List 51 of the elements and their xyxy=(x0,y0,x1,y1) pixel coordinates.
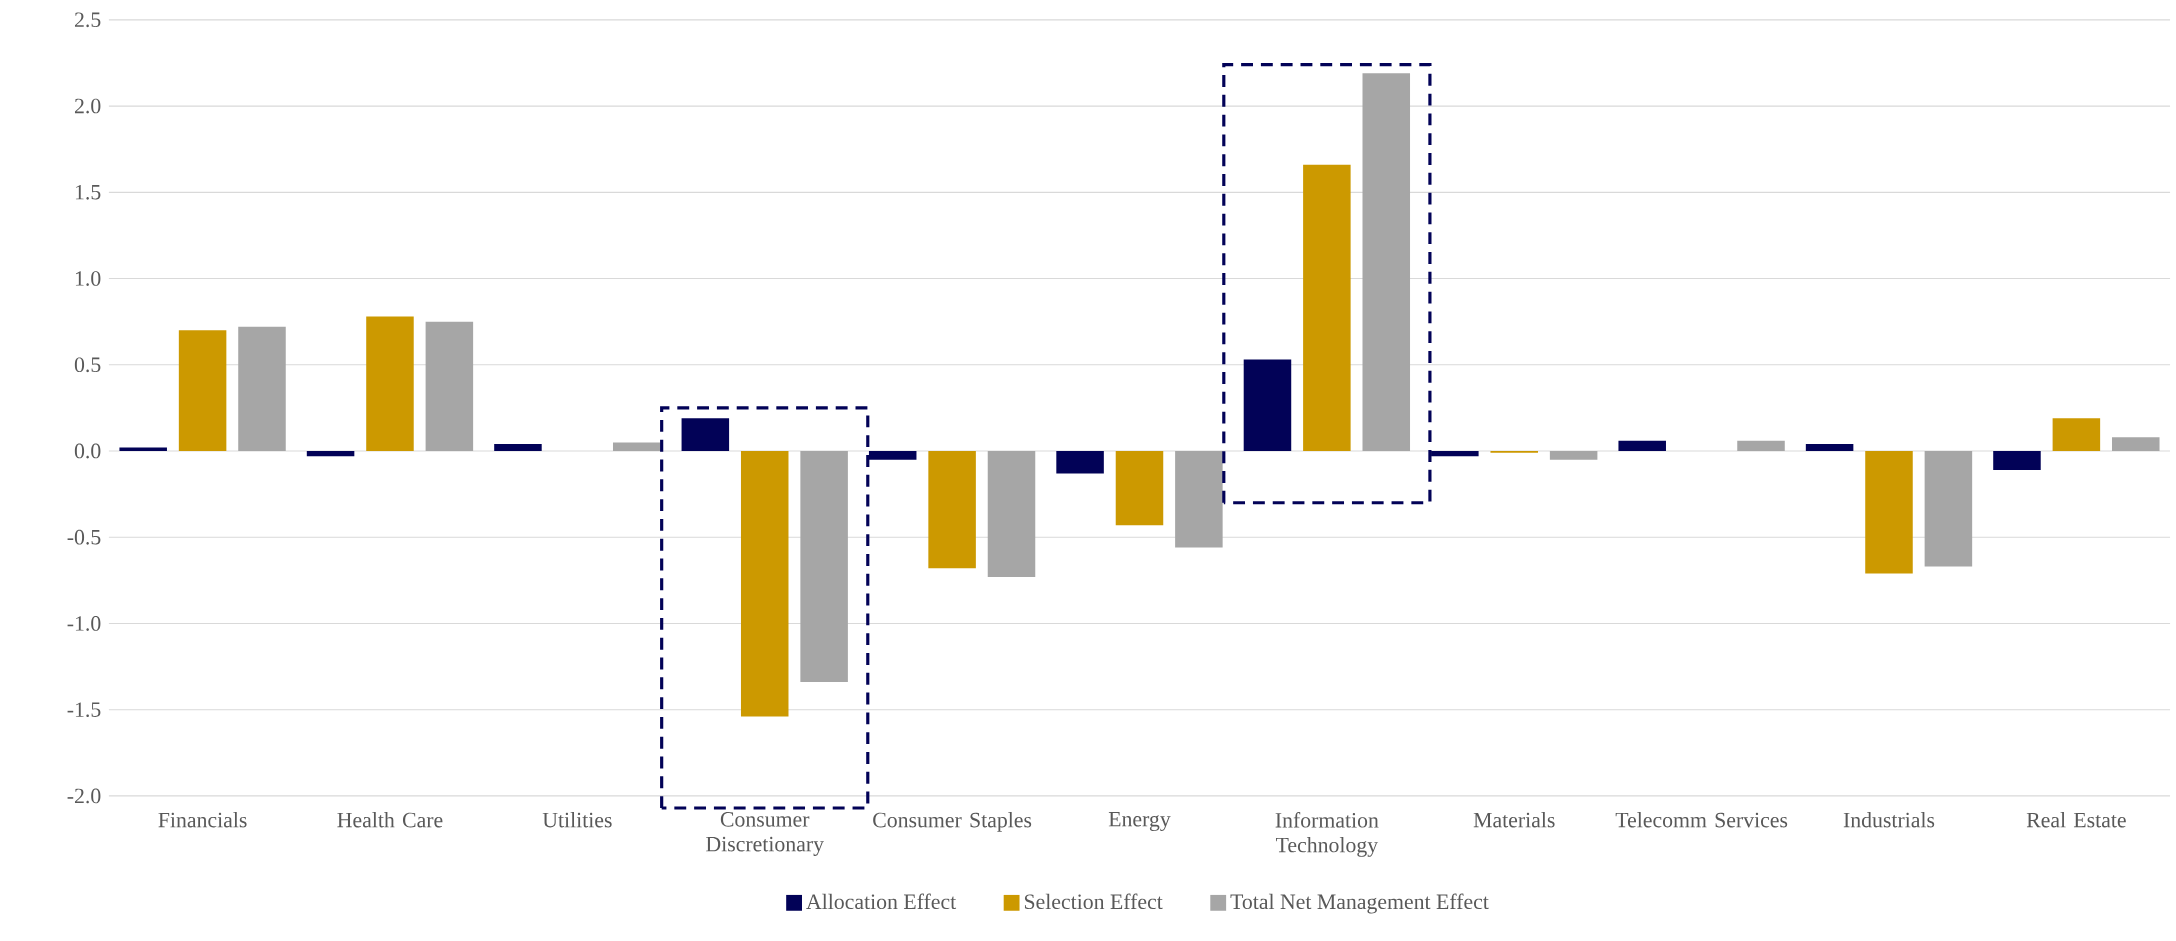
bar xyxy=(612,442,661,452)
bar xyxy=(494,444,542,452)
x-tick-label: Financials xyxy=(158,812,247,828)
y-tick-label: 2.0 xyxy=(74,98,101,114)
x-tick-label: Health Care xyxy=(337,812,443,828)
bar xyxy=(1549,451,1598,460)
y-tick-label: -1.0 xyxy=(67,616,101,632)
bar xyxy=(1805,444,1854,452)
y-tick-label: -2.0 xyxy=(67,788,101,804)
x-tick-label: Industrials xyxy=(1843,812,1935,828)
y-tick-label: 2.5 xyxy=(74,12,101,28)
bar xyxy=(1056,451,1104,474)
y-tick-label: 1.0 xyxy=(75,271,101,287)
bar xyxy=(1618,440,1666,452)
x-tick-label: Telecomm Services xyxy=(1615,812,1788,828)
bar xyxy=(1865,451,1913,574)
bar xyxy=(2112,437,2160,452)
legend-label: Total Net Management Effect xyxy=(1230,893,1489,914)
bar xyxy=(681,418,730,452)
bar xyxy=(306,451,355,457)
y-tick-label: -0.5 xyxy=(67,530,101,545)
bar xyxy=(928,451,976,569)
y-tick-label: -1.5 xyxy=(67,702,101,718)
x-tick-label: Information Technology xyxy=(1275,812,1379,858)
bar xyxy=(1115,451,1164,526)
bar xyxy=(740,451,789,717)
bar xyxy=(800,451,848,683)
y-tick-label: 0.0 xyxy=(74,443,101,459)
bar xyxy=(987,451,1036,578)
y-tick-label: 1.5 xyxy=(75,185,101,200)
legend-label: Allocation Effect xyxy=(806,893,957,910)
bar xyxy=(1303,164,1351,452)
x-tick-label: Consumer Staples xyxy=(873,812,1032,833)
bar xyxy=(238,327,286,452)
x-tick-label: Energy xyxy=(1108,812,1171,832)
bar xyxy=(2052,418,2101,452)
bar xyxy=(366,316,414,452)
bar xyxy=(1924,451,1973,567)
bar xyxy=(425,321,474,452)
bar xyxy=(1243,359,1292,452)
x-tick-label: Utilities xyxy=(542,812,612,828)
y-tick-label: 0.5 xyxy=(74,357,101,373)
bar xyxy=(178,330,227,452)
x-tick-label: Real Estate xyxy=(2026,812,2126,828)
x-tick-label: Consumer Discretionary xyxy=(706,812,824,857)
x-tick-label: Materials xyxy=(1473,812,1555,828)
legend-label: Selection Effect xyxy=(1024,893,1163,910)
bar xyxy=(1362,73,1411,452)
bar xyxy=(1993,451,2041,471)
bar xyxy=(1175,451,1223,548)
bar xyxy=(1737,440,1785,452)
